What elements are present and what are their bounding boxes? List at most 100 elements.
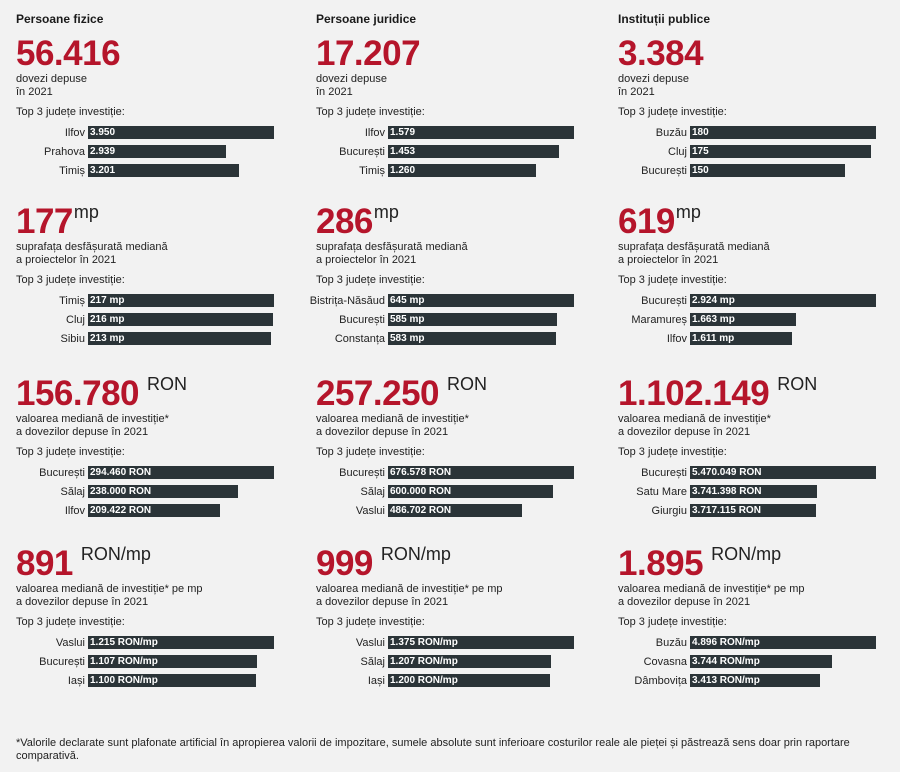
category-label: Buzău: [655, 637, 687, 649]
description: dovezi depuse în 2021: [618, 73, 689, 98]
big-number: 891: [16, 544, 73, 583]
description-line: dovezi depuse: [316, 73, 387, 85]
category-label: Ilfov: [666, 333, 687, 345]
category-label: Prahova: [44, 146, 85, 158]
big-number: 17.207: [316, 34, 421, 73]
bar-row: București 585 mp: [316, 313, 606, 328]
headline-value: 619mp: [618, 202, 701, 241]
bar: 3.741.398 RON: [690, 485, 817, 498]
category-label: Cluj: [66, 314, 85, 326]
big-number: 56.416: [16, 34, 121, 73]
bar: 1.260: [388, 164, 536, 177]
bar: 1.663 mp: [690, 313, 796, 326]
unit-label: mp: [373, 202, 399, 222]
headline-value: 156.780 RON: [16, 374, 187, 413]
description: valoarea mediană de investiție* a dovezil…: [618, 413, 771, 438]
bar: 486.702 RON: [388, 504, 522, 517]
unit-label: mp: [675, 202, 701, 222]
bar-row: București 294.460 RON: [16, 466, 306, 481]
category-label: București: [641, 467, 687, 479]
category-label: București: [39, 656, 85, 668]
description-line: a proiectelor în 2021: [618, 253, 719, 266]
footnote: *Valorile declarate sunt plafonate artif…: [16, 737, 850, 762]
description-line: a dovezilor depuse în 2021: [316, 425, 449, 438]
bar-row: Satu Mare 3.741.398 RON: [618, 485, 900, 500]
big-number: 1.102.149: [618, 374, 770, 413]
category-label: Covasna: [643, 656, 687, 668]
big-number: 619: [618, 202, 675, 241]
description-line: a dovezilor depuse în 2021: [316, 595, 449, 608]
category-label: Bistrița-Năsăud: [309, 295, 385, 307]
bar: 1.375 RON/mp: [388, 636, 574, 649]
description-line: valoarea mediană de investiție* pe mp: [618, 583, 805, 595]
description-line: în 2021: [618, 85, 655, 98]
category-label: Ilfov: [364, 127, 385, 139]
bar: 1.453: [388, 145, 559, 158]
bar-row: Giurgiu 3.717.115 RON: [618, 504, 900, 519]
bar-row: Sălaj 600.000 RON: [316, 485, 606, 500]
bar: 3.201: [88, 164, 239, 177]
bar: 213 mp: [88, 332, 271, 345]
category-label: București: [641, 295, 687, 307]
category-label: Sălaj: [60, 486, 85, 498]
big-number: 1.895: [618, 544, 704, 583]
category-label: Cluj: [668, 146, 687, 158]
description: valoarea mediană de investiție* pe mp a d…: [316, 583, 503, 608]
big-number: 257.250: [316, 374, 440, 413]
column-title: Persoane fizice: [16, 12, 104, 26]
bar-row: Vaslui 1.375 RON/mp: [316, 636, 606, 651]
bar-row: Sibiu 213 mp: [16, 332, 306, 347]
unit-label: mp: [73, 202, 99, 222]
category-label: Vaslui: [55, 637, 85, 649]
category-label: Iași: [367, 675, 385, 687]
description-line: a dovezilor depuse în 2021: [618, 595, 751, 608]
description: suprafața desfășurată mediană a proiectel…: [16, 241, 168, 266]
description-line: valoarea mediană de investiție* pe mp: [316, 583, 503, 595]
bar: 2.924 mp: [690, 294, 876, 307]
description: valoarea mediană de investiție* pe mp a d…: [16, 583, 203, 608]
bar-row: Iași 1.200 RON/mp: [316, 674, 606, 689]
big-number: 177: [16, 202, 73, 241]
bar-row: Timiș 217 mp: [16, 294, 306, 309]
headline-value: 286mp: [316, 202, 399, 241]
top3-heading: Top 3 județe investiție:: [316, 106, 425, 118]
bar: 3.717.115 RON: [690, 504, 816, 517]
bar-row: București 1.453: [316, 145, 606, 160]
category-label: Constanța: [334, 333, 385, 345]
category-label: Timiș: [359, 165, 385, 177]
category-label: București: [339, 314, 385, 326]
top3-heading: Top 3 județe investiție:: [618, 106, 727, 118]
big-number: 156.780: [16, 374, 140, 413]
top3-heading: Top 3 județe investiție:: [316, 274, 425, 286]
headline-value: 999 RON/mp: [316, 544, 451, 581]
category-label: Timiș: [59, 165, 85, 177]
description-line: valoarea mediană de investiție*: [316, 413, 469, 425]
top3-heading: Top 3 județe investiție:: [16, 274, 125, 286]
description-line: valoarea mediană de investiție*: [16, 413, 169, 425]
bar-row: București 1.107 RON/mp: [16, 655, 306, 670]
bar: 1.200 RON/mp: [388, 674, 550, 687]
big-number: 286: [316, 202, 373, 241]
description-line: în 2021: [316, 85, 353, 98]
bar-row: Iași 1.100 RON/mp: [16, 674, 306, 689]
category-label: București: [39, 467, 85, 479]
bar: 3.413 RON/mp: [690, 674, 820, 687]
description-line: a proiectelor în 2021: [16, 253, 117, 266]
unit-label: RON/mp: [711, 544, 782, 564]
unit-label: RON/mp: [380, 544, 451, 564]
bar-row: Buzău 4.896 RON/mp: [618, 636, 900, 651]
description: valoarea mediană de investiție* a dovezil…: [16, 413, 169, 438]
bar-row: Ilfov 1.579: [316, 126, 606, 141]
bar-row: Vaslui 1.215 RON/mp: [16, 636, 306, 651]
bar: 3.950: [88, 126, 274, 139]
headline-value: 257.250 RON: [316, 374, 487, 413]
column-title: Instituții publice: [618, 12, 710, 26]
description: suprafața desfășurată mediană a proiectel…: [316, 241, 468, 266]
unit-label: RON/mp: [80, 544, 151, 564]
headline-value: 1.895 RON/mp: [618, 544, 782, 583]
top3-heading: Top 3 județe investiție:: [618, 446, 727, 458]
bar: 1.100 RON/mp: [88, 674, 256, 687]
bar: 2.939: [88, 145, 226, 158]
description: dovezi depuse în 2021: [316, 73, 387, 98]
category-label: Maramureș: [631, 314, 687, 326]
